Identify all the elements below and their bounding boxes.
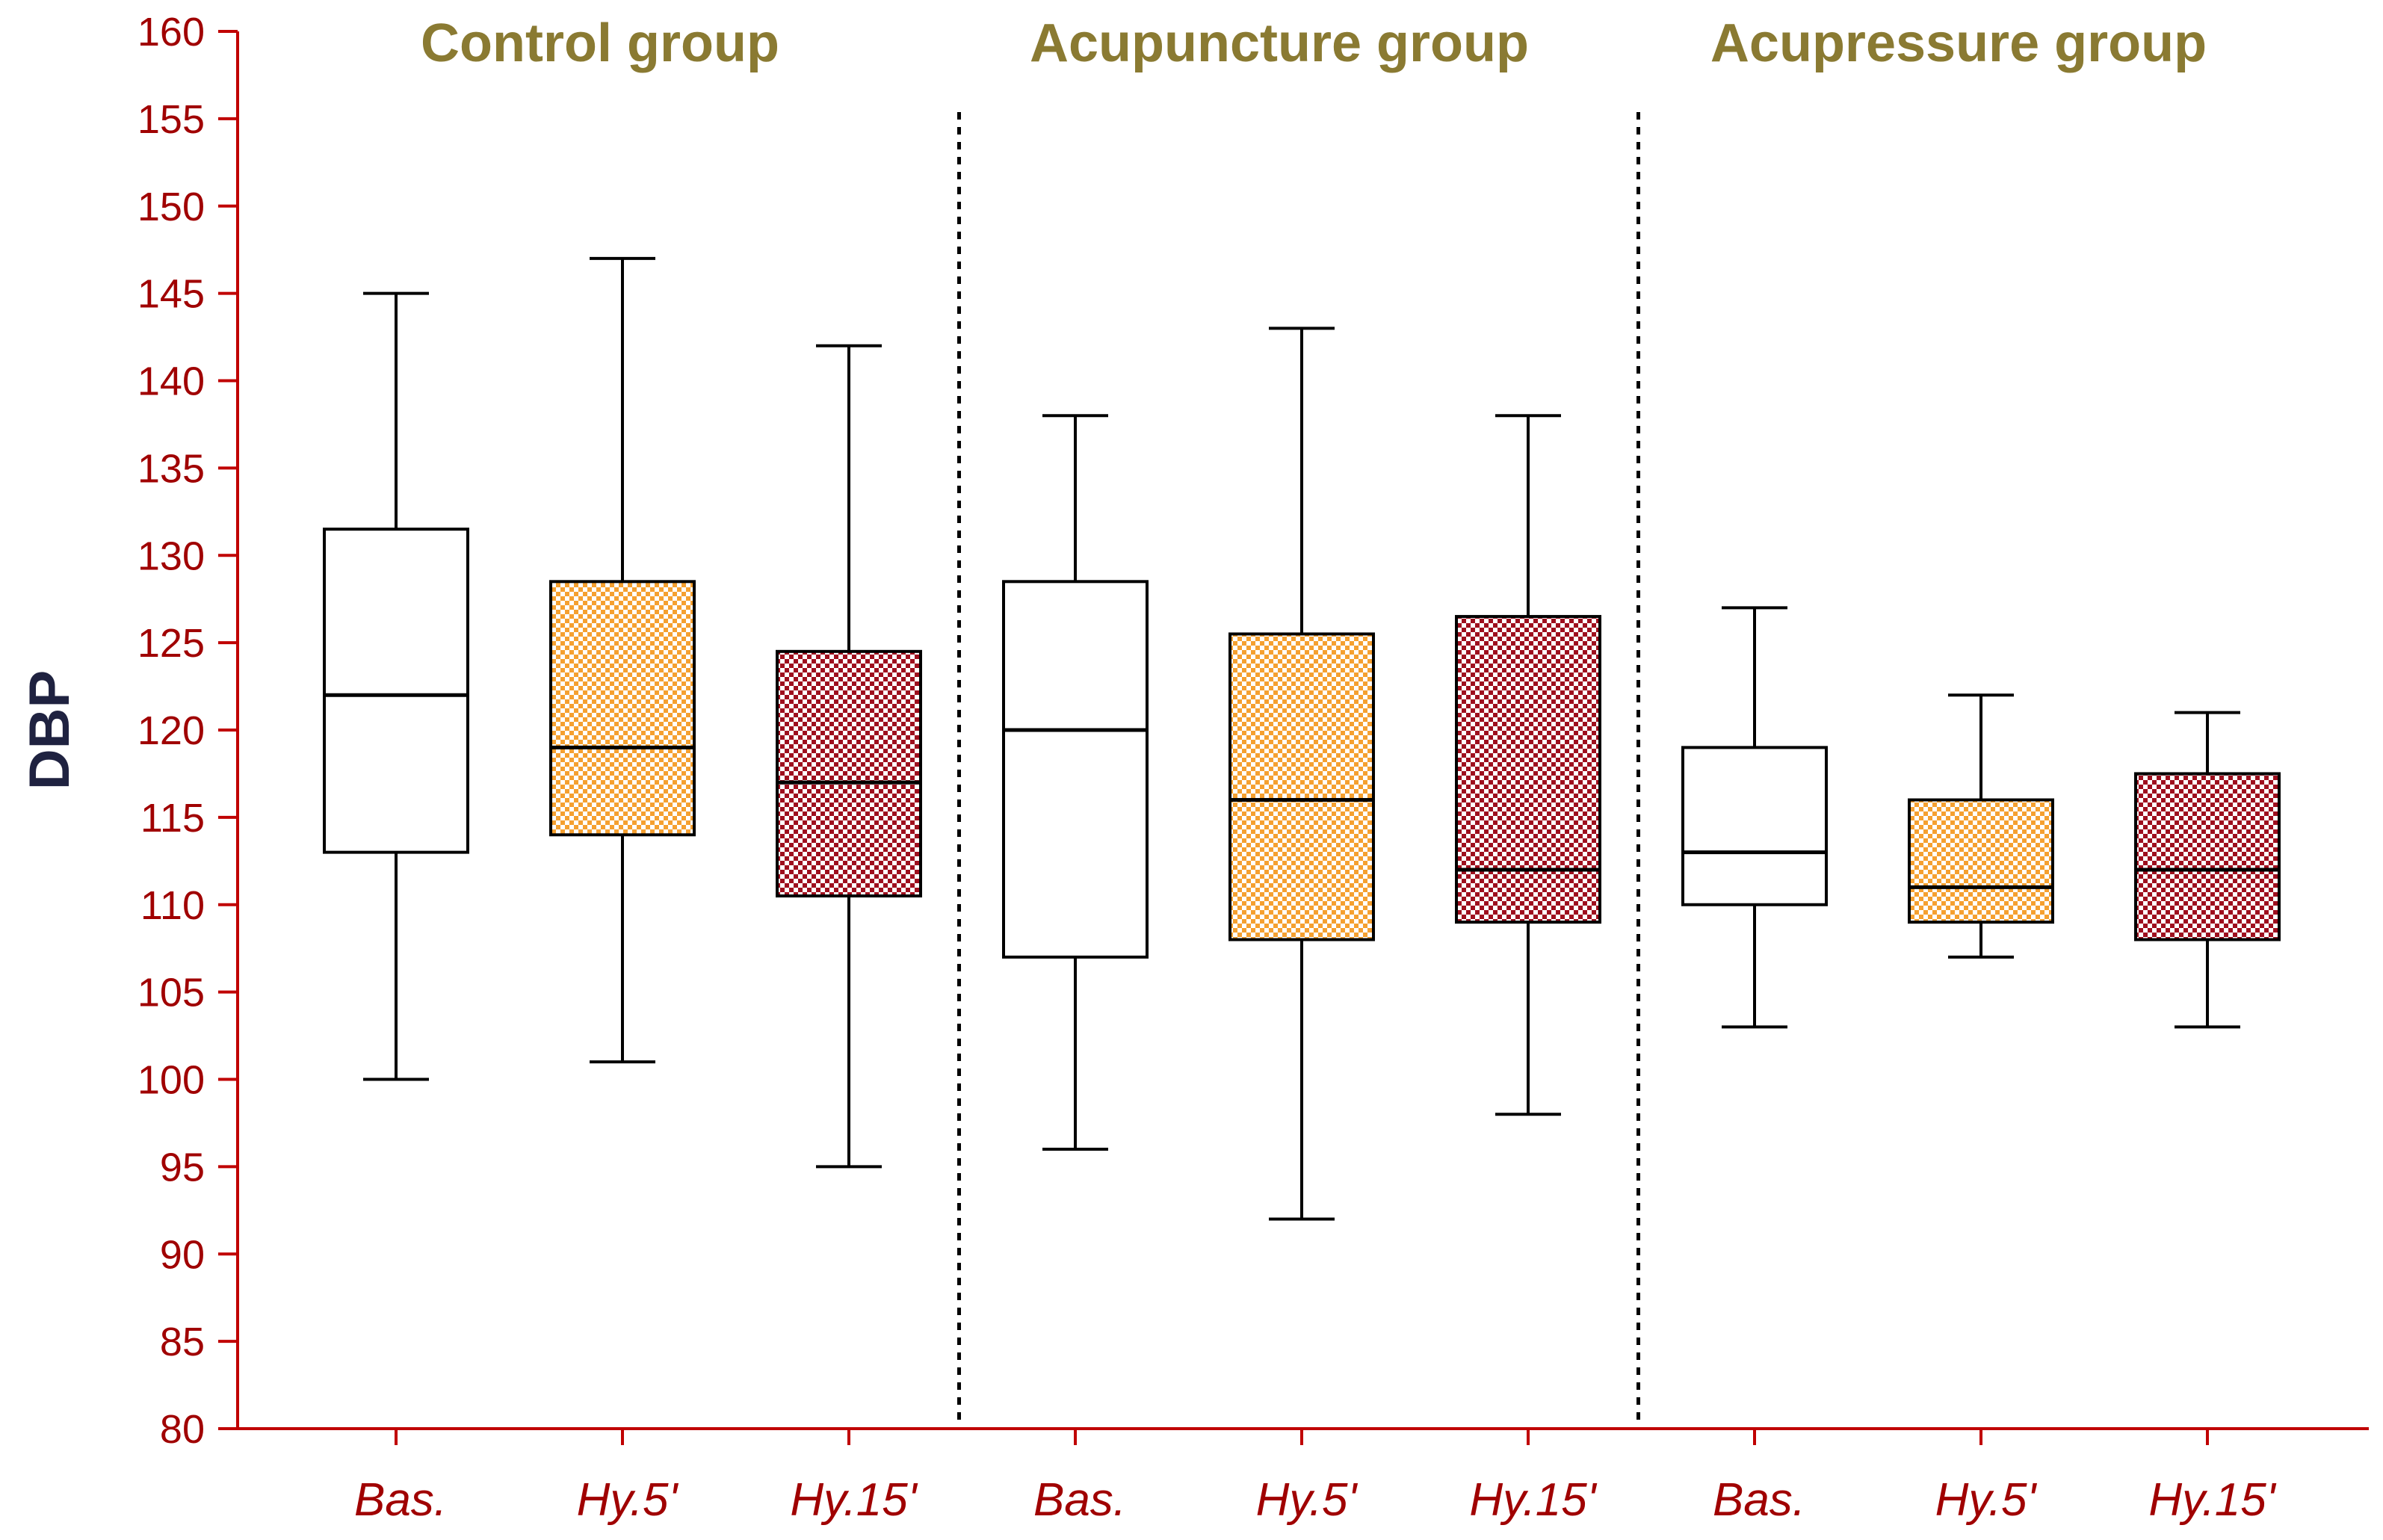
box-control-group-1 [549,256,696,1064]
box-acupressure-group-2 [2134,711,2281,1029]
group-title: Acupuncture group [1030,13,1529,73]
iqr-box [1228,632,1375,941]
y-tick-label: 160 [137,10,205,55]
y-axis-title: DBP [18,670,81,790]
box-series [323,256,2281,1221]
box-acupuncture-group-0 [1002,414,1149,1151]
y-tick-label: 95 [160,1145,205,1190]
iqr-box [2134,772,2281,941]
iqr-box [323,528,469,854]
x-tick-label: Hy.5' [577,1474,679,1526]
x-tick-label: Bas. [1713,1474,1805,1526]
x-tick-label: Hy.5' [1935,1474,2038,1526]
y-tick-label: 115 [140,796,205,841]
iqr-box [1455,615,1601,924]
y-tick-label: 120 [137,708,205,753]
labels: 80 85 90 95 100 105 110 115 120 125 130 135 140 145 15… [18,10,2277,1526]
y-tick-label: 140 [137,359,205,404]
iqr-box [776,649,922,898]
iqr-box [1908,798,2054,924]
box-acupuncture-group-2 [1455,414,1601,1116]
box-acupressure-group-1 [1908,693,2054,959]
x-tick-label: Bas. [354,1474,447,1526]
y-tick-label: 155 [137,97,205,142]
y-tick-label: 110 [140,883,205,928]
box-acupressure-group-0 [1681,606,1828,1029]
y-tick-label: 85 [160,1320,205,1364]
group-separators [957,112,1640,1423]
y-tick-label: 100 [137,1058,205,1103]
axes [218,30,2369,1445]
y-tick-label: 125 [137,621,205,666]
y-tick-label: 105 [137,971,205,1015]
y-tick-label: 150 [137,185,205,229]
x-tick-label: Hy.15' [790,1474,918,1526]
x-tick-label: Hy.15' [2148,1474,2276,1526]
x-tick-label: Hy.5' [1256,1474,1359,1526]
x-tick-label: Bas. [1033,1474,1126,1526]
box-control-group-2 [776,344,922,1169]
y-tick-label: 130 [137,534,205,578]
box-control-group-0 [323,291,469,1081]
iqr-box [1002,580,1149,959]
y-tick-label: 90 [160,1232,205,1277]
y-tick-label: 145 [137,272,205,317]
iqr-box [1681,746,1828,906]
box-acupuncture-group-1 [1228,327,1375,1221]
y-tick-label: 135 [137,446,205,491]
iqr-box [549,580,696,837]
x-tick-label: Hy.15' [1469,1474,1597,1526]
group-title: Acupressure group [1710,13,2207,73]
y-tick-label: 80 [160,1407,205,1452]
group-title: Control group [421,13,779,73]
